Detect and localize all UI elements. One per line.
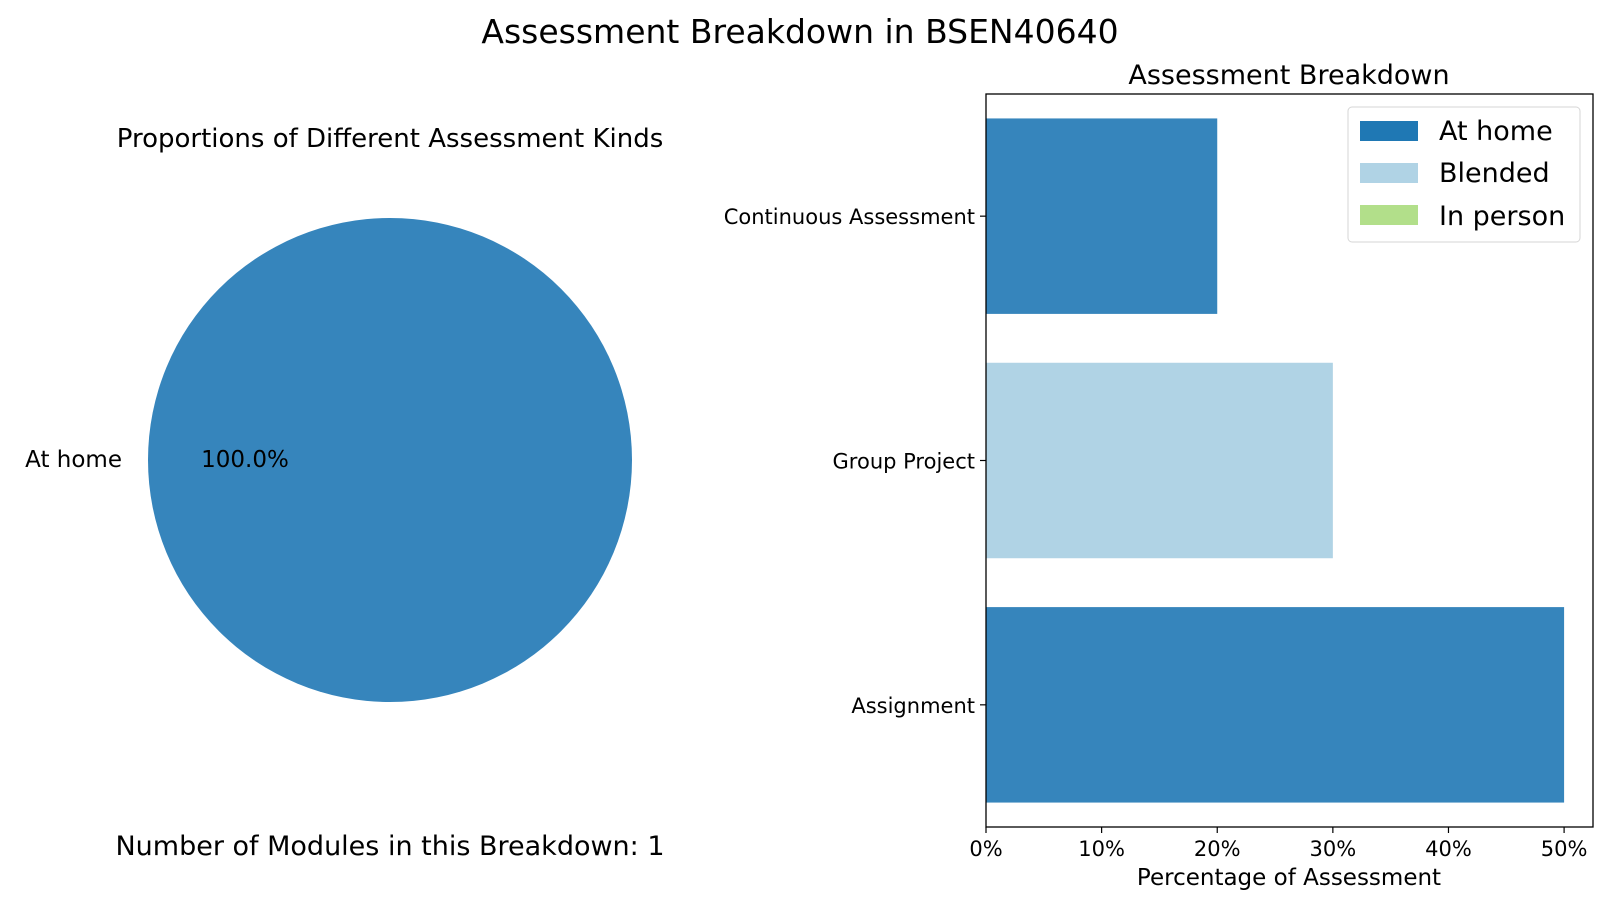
x-tick-label: 30% [1310,837,1357,861]
x-axis-ticks: 0% 10% 20% 30% 40% 50% [969,827,1587,861]
pie-slice-label: At home [25,447,122,473]
pie-slice-at-home [148,218,632,702]
y-tick-label: Assignment [851,694,975,718]
legend-label-blended: Blended [1439,158,1550,189]
x-tick-label: 10% [1078,837,1125,861]
legend-swatch-at-home [1360,121,1418,141]
legend-swatch-blended [1360,163,1418,183]
x-tick-label: 20% [1194,837,1241,861]
y-axis-ticks: Continuous Assessment Group Project Assign… [724,205,986,718]
pie-pct-label: 100.0% [201,447,289,473]
pie-panel: Proportions of Different Assessment Kind… [25,124,664,862]
x-tick-label: 50% [1541,837,1588,861]
bar-group-project [986,362,1333,559]
bar-marks [986,118,1565,803]
x-tick-label: 40% [1425,837,1472,861]
x-axis-label: Percentage of Assessment [1137,865,1441,891]
legend-swatch-in-person [1360,205,1418,225]
bar-assignment [986,607,1565,803]
legend-label-at-home: At home [1439,116,1553,147]
y-tick-label: Continuous Assessment [724,205,975,229]
bar-chart-title: Assessment Breakdown [1128,60,1449,91]
y-tick-label: Group Project [833,450,975,474]
pie-slices [148,218,632,702]
figure-suptitle: Assessment Breakdown in BSEN40640 [481,12,1118,51]
bar-continuous-assessment [986,118,1218,314]
legend: At home Blended In person [1347,106,1581,243]
module-count-footer: Number of Modules in this Breakdown: 1 [115,831,664,862]
legend-label-in-person: In person [1439,201,1565,232]
bar-panel: Assessment Breakdown Continuous Assessme… [724,60,1594,891]
pie-title: Proportions of Different Assessment Kind… [117,124,664,154]
x-tick-label: 0% [969,837,1002,861]
